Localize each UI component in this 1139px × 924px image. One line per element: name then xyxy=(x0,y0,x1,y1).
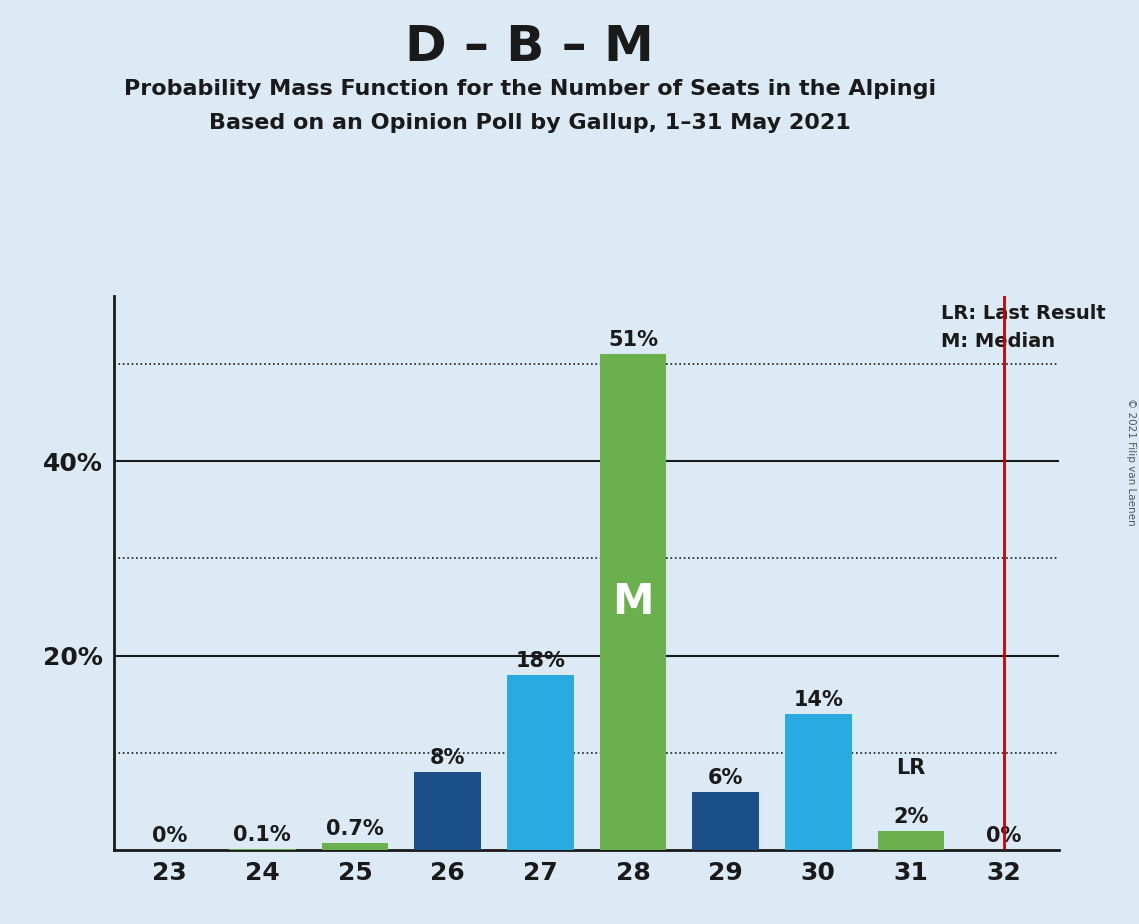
Text: 6%: 6% xyxy=(708,768,744,788)
Text: M: Median: M: Median xyxy=(941,332,1055,351)
Bar xyxy=(785,714,852,850)
Bar xyxy=(878,831,944,850)
Text: © 2021 Filip van Laenen: © 2021 Filip van Laenen xyxy=(1126,398,1136,526)
Text: 0.7%: 0.7% xyxy=(326,820,384,839)
Bar xyxy=(229,849,295,850)
Text: 51%: 51% xyxy=(608,330,658,350)
Text: M: M xyxy=(612,581,654,623)
Text: 14%: 14% xyxy=(794,690,843,710)
Bar xyxy=(415,772,481,850)
Bar xyxy=(599,354,666,850)
Text: 0%: 0% xyxy=(986,826,1022,846)
Text: LR: Last Result: LR: Last Result xyxy=(941,304,1106,323)
Text: 18%: 18% xyxy=(515,651,565,671)
Text: 2%: 2% xyxy=(893,807,928,827)
Bar xyxy=(693,792,759,850)
Text: 0.1%: 0.1% xyxy=(233,825,292,845)
Text: Probability Mass Function for the Number of Seats in the Alpingi: Probability Mass Function for the Number… xyxy=(123,79,936,99)
Text: Based on an Opinion Poll by Gallup, 1–31 May 2021: Based on an Opinion Poll by Gallup, 1–31… xyxy=(208,113,851,133)
Bar xyxy=(507,675,574,850)
Bar xyxy=(321,844,388,850)
Text: LR: LR xyxy=(896,758,926,778)
Text: D – B – M: D – B – M xyxy=(405,23,654,71)
Text: 0%: 0% xyxy=(151,826,187,846)
Text: 8%: 8% xyxy=(429,748,465,769)
